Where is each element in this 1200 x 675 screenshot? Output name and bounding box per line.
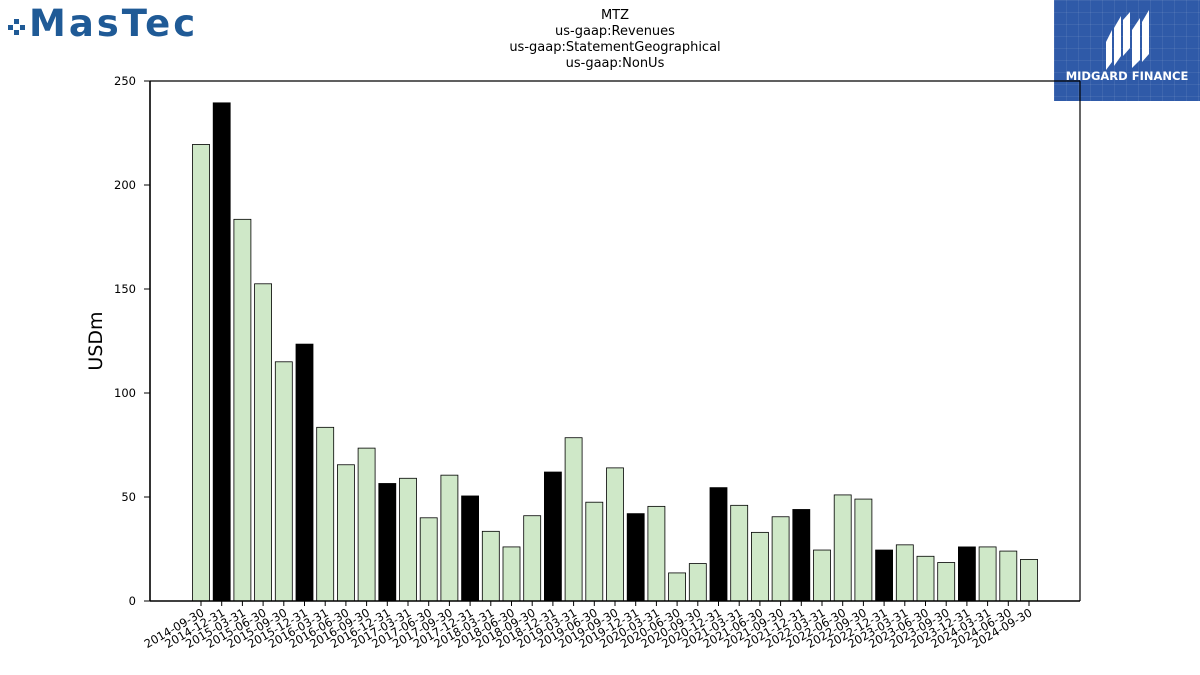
bar (668, 572, 686, 602)
bar (1020, 559, 1038, 602)
bar (792, 509, 811, 602)
midgard-finance-wordmark: MIDGARD FINANCE (1065, 69, 1189, 83)
y-tick-label: 100 (114, 386, 136, 400)
bar (295, 343, 314, 602)
bar (626, 513, 645, 602)
bar (523, 515, 542, 602)
chart-title: MTZ us-gaap:Revenues us-gaap:StatementGe… (415, 8, 815, 72)
mastec-logo: MasTec (8, 4, 198, 44)
bar (274, 361, 293, 602)
bar (233, 218, 252, 602)
y-tick-label: 50 (121, 490, 136, 504)
bar (771, 516, 790, 602)
bar (709, 487, 728, 602)
bar (606, 467, 624, 602)
bar (419, 517, 438, 602)
midgard-finance-logo: MIDGARD FINANCE (1054, 0, 1200, 101)
bar (999, 550, 1018, 602)
bar (958, 546, 976, 602)
bar (978, 546, 997, 602)
y-axis-label: USDm (85, 311, 107, 370)
y-tick-label: 150 (114, 282, 136, 296)
bar (730, 504, 749, 602)
axes-layer: 2014-09-302014-12-312015-03-312015-06-30… (85, 74, 1081, 651)
bar (854, 498, 873, 602)
bar (481, 530, 500, 602)
midgard-m-icon (1106, 10, 1149, 70)
bar (316, 426, 335, 602)
bar (192, 144, 210, 602)
bar (585, 501, 604, 602)
chart-title-line: MTZ (600, 8, 630, 23)
bar (751, 531, 769, 602)
y-tick-label: 0 (129, 594, 136, 608)
bar (502, 546, 521, 602)
bar (544, 471, 562, 602)
bar (875, 549, 893, 602)
chart-title-line: us-gaap:Revenues (555, 24, 675, 39)
bar (336, 464, 355, 602)
y-tick-label: 200 (114, 178, 136, 192)
bar (212, 102, 231, 602)
bar (461, 495, 480, 602)
bar (647, 505, 666, 602)
bar (399, 477, 417, 602)
bar (833, 494, 852, 602)
bar (813, 549, 831, 602)
mastec-logo-text: MasTec (29, 2, 199, 45)
bar (895, 544, 914, 602)
bar (916, 555, 935, 602)
bar (440, 474, 459, 602)
bars-layer (192, 102, 1038, 602)
chart-title-line: us-gaap:NonUs (565, 56, 665, 71)
bar (254, 283, 273, 602)
y-tick-label: 250 (114, 74, 136, 88)
bar (688, 563, 707, 602)
bar (378, 483, 397, 602)
bar (357, 447, 376, 602)
bar (564, 437, 583, 602)
chart-title-line: us-gaap:StatementGeographical (509, 40, 721, 55)
bar (937, 562, 956, 602)
mastec-logo-mark-icon (8, 18, 26, 36)
